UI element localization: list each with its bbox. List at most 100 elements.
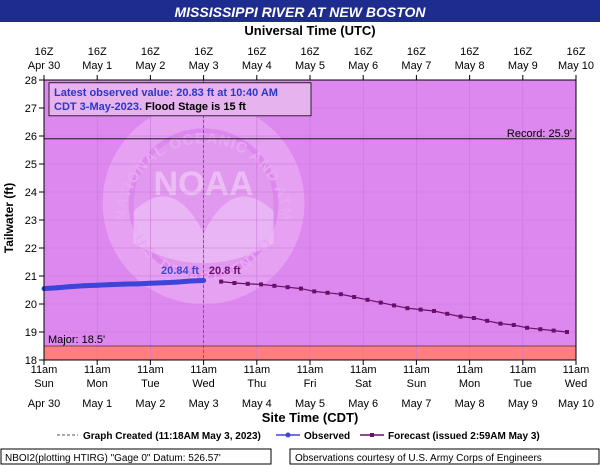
x-top-time-label: 16Z: [301, 46, 320, 58]
x-bottom-time-label: 11am: [297, 364, 324, 376]
forecast-point: [471, 316, 476, 320]
x-bottom-time-label: 11am: [31, 364, 58, 376]
chart-title: MISSISSIPPI RIVER AT NEW BOSTON: [175, 4, 427, 20]
y-tick-label: 21: [25, 271, 37, 283]
forecast-point: [418, 307, 423, 312]
x-bottom-date-label: May 7: [401, 398, 431, 410]
forecast-point: [338, 292, 343, 297]
forecast-point: [538, 327, 543, 332]
y-tick-label: 28: [25, 75, 37, 87]
x-bottom-time-label: 11am: [509, 364, 536, 376]
y-tick-label: 22: [25, 243, 37, 255]
x-bottom-date-label: May 8: [455, 398, 485, 410]
x-top-time-label: 16Z: [354, 46, 373, 58]
x-bottom-date-label: May 3: [189, 398, 219, 410]
observed-point: [161, 280, 167, 286]
x-top-date-label: May 6: [348, 60, 378, 72]
x-top-date-label: May 5: [295, 60, 325, 72]
record-label: Record: 25.9': [507, 128, 572, 140]
x-bottom-time-label: 11am: [456, 364, 483, 376]
forecast-point: [511, 323, 516, 327]
x-bottom-weekday-label: Sun: [34, 378, 54, 390]
observed-point: [94, 282, 100, 288]
observed-point: [174, 279, 180, 285]
x-bottom-weekday-label: Tue: [141, 378, 160, 390]
forecast-point: [272, 283, 277, 288]
forecast-point: [405, 306, 410, 311]
x-top-time-label: 16Z: [35, 46, 54, 58]
info-line1: Latest observed value: 20.83 ft at 10:40…: [54, 87, 278, 99]
y-tick-label: 20: [25, 299, 37, 311]
x-top-date-label: May 2: [135, 60, 165, 72]
forecast-point: [445, 311, 450, 316]
observed-point: [121, 281, 127, 287]
x-top-date-label: Apr 30: [28, 60, 60, 72]
y-tick-label: 18: [25, 355, 37, 367]
info-box: [48, 82, 312, 117]
forecast-point: [564, 330, 569, 334]
info-line2-date: CDT 3-May-2023.: [54, 101, 145, 113]
x-top-time-label: 16Z: [407, 46, 426, 58]
forecast-point: [219, 279, 224, 284]
forecast-point: [352, 295, 357, 299]
x-bottom-weekday-label: Mon: [459, 378, 480, 390]
plot-frame: [43, 79, 577, 361]
x-top-date-label: May 7: [401, 60, 431, 72]
x-bottom-date-label: May 2: [135, 398, 165, 410]
x-bottom-time-label: 11am: [137, 364, 164, 376]
x-top-time-label: 16Z: [247, 46, 266, 58]
forecast-point: [245, 281, 250, 286]
forecast-point: [259, 282, 264, 287]
major-label: Major: 18.5': [48, 334, 105, 346]
y-tick-label: 27: [25, 103, 37, 115]
x-axis-title: Site Time (CDT): [262, 410, 359, 425]
x-bottom-time-label: 11am: [403, 364, 430, 376]
info-line2: CDT 3-May-2023. Flood Stage is 15 ft: [54, 101, 246, 113]
forecast-point: [365, 297, 370, 302]
x-bottom-date-label: May 1: [82, 398, 112, 410]
info-line2-flood-stage: Flood Stage is 15 ft: [145, 101, 246, 113]
forecast-point: [285, 285, 290, 290]
forecast-point: [485, 318, 490, 323]
forecast-point: [498, 321, 503, 326]
x-bottom-date-label: May 6: [348, 398, 378, 410]
x-top-time-label: 16Z: [567, 46, 586, 58]
legend-forecast-label: Forecast (issued 2:59AM May 3): [388, 431, 540, 442]
observed-point: [54, 285, 60, 291]
forecast-point: [378, 300, 383, 305]
forecast-point: [298, 286, 303, 291]
observed-point: [68, 284, 74, 290]
x-bottom-date-label: May 10: [558, 398, 594, 410]
y-tick-label: 25: [25, 159, 37, 171]
observed-point: [134, 281, 140, 287]
x-bottom-weekday-label: Sat: [355, 378, 372, 390]
x-top-time-label: 16Z: [460, 46, 479, 58]
observed-value-label: 20.84 ft: [161, 265, 199, 277]
forecast-value-label: 20.8 ft: [209, 265, 241, 277]
x-top-date-label: May 1: [82, 60, 112, 72]
forecast-point: [325, 290, 330, 295]
footer-left: NBOI2(plotting HTIRG) "Gage 0" Datum: 52…: [5, 453, 221, 464]
top-axis-title: Universal Time (UTC): [244, 23, 375, 38]
x-top-date-label: May 4: [242, 60, 272, 72]
observed-point: [147, 280, 153, 286]
footer-right-box: [289, 448, 600, 465]
x-bottom-time-label: 11am: [84, 364, 111, 376]
footer-right: Observations courtesy of U.S. Army Corps…: [295, 453, 542, 464]
observed-point: [108, 282, 113, 288]
y-tick-label: 26: [25, 131, 37, 143]
forecast-point: [312, 289, 317, 294]
x-bottom-weekday-label: Fri: [304, 378, 317, 390]
legend-observed-label: Observed: [304, 431, 350, 442]
forecast-point: [232, 281, 237, 285]
forecast-point: [392, 303, 397, 308]
x-bottom-date-label: May 9: [508, 398, 538, 410]
x-top-date-label: May 8: [455, 60, 485, 72]
x-bottom-weekday-label: Wed: [565, 378, 587, 390]
x-top-time-label: 16Z: [194, 46, 213, 58]
legend-forecast-marker: [370, 433, 374, 437]
x-bottom-time-label: 11am: [350, 364, 377, 376]
y-tick-label: 24: [25, 187, 37, 199]
